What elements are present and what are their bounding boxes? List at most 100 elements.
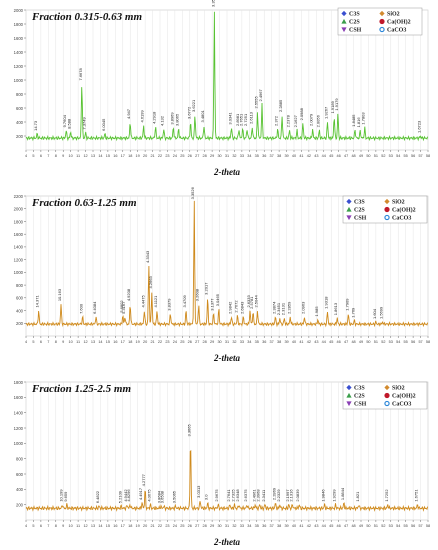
xrd-panel-fraction-063-125: 200 400 600 800 1000 1200 1400 1600 1800 2000 2200… [0, 186, 438, 366]
y-tick-label: 200 [16, 321, 24, 326]
y-tick-label: 1800 [14, 219, 24, 224]
x-tick-label: 9 [62, 340, 64, 344]
x-tick-label: 53 [389, 524, 393, 528]
peak-d-spacing-label: 2.7651 [239, 113, 244, 126]
peak-d-spacing-label: 2.6375 [243, 489, 248, 502]
legend-label: C3S [349, 12, 360, 18]
x-axis-label: 2-theta [213, 353, 240, 363]
x-tick-label: 5 [32, 340, 34, 344]
x-tick-label: 40 [292, 340, 296, 344]
peak-d-spacing-label: 6.0045 [101, 118, 106, 131]
x-tick-label: 49 [359, 154, 363, 158]
x-tick-label: 32 [232, 524, 236, 528]
legend-label: CSH [354, 216, 367, 222]
x-tick-label: 38 [277, 340, 281, 344]
peak-d-spacing-label: 1.8485 [351, 114, 356, 127]
x-tick-label: 6 [40, 340, 42, 344]
x-tick-label: 28 [203, 154, 207, 158]
x-tick-label: 12 [83, 340, 87, 344]
x-tick-label: 57 [418, 524, 422, 528]
legend-marker-c3s [346, 384, 352, 391]
x-tick-label: 56 [411, 340, 415, 344]
peak-d-spacing-label: 1.7252 [384, 489, 389, 502]
x-tick-label: 14 [98, 154, 102, 158]
x-tick-label: 13 [91, 154, 95, 158]
legend-marker-ca-oh-2 [379, 18, 385, 25]
x-tick-label: 29 [210, 154, 214, 158]
x-tick-label: 43 [314, 154, 318, 158]
x-tick-label: 24 [173, 340, 177, 344]
y-tick-label: 1000 [14, 270, 24, 275]
legend-label: CSH [354, 402, 367, 408]
peak-d-spacing-label: 2.6333 [246, 295, 251, 308]
x-tick-label: 48 [351, 154, 355, 158]
peak-d-spacing-label: 1.9318 [324, 296, 329, 309]
x-tick-label: 23 [165, 154, 169, 158]
peak-d-spacing-label: 2.3451 [276, 302, 281, 315]
x-tick-label: 49 [359, 340, 363, 344]
legend-label: CaCO3 [387, 28, 406, 34]
peak-d-spacing-label: 6.4822 [95, 490, 100, 503]
x-tick-label: 7 [47, 524, 49, 528]
xrd-pattern-line [25, 200, 428, 328]
x-tick-label: 57 [418, 154, 422, 158]
x-tick-label: 48 [351, 524, 355, 528]
x-tick-label: 20 [143, 340, 147, 344]
x-tick-label: 30 [217, 154, 221, 158]
panel-caption: Fraction 0.315-0.63 mm [31, 11, 142, 23]
peak-d-spacing-label: 1.9189 [330, 100, 335, 113]
x-tick-label: 24 [173, 154, 177, 158]
y-tick-label: 1600 [14, 36, 24, 41]
y-tick-label: 200 [16, 134, 24, 139]
peak-d-spacing-label: 2.4961 [251, 489, 256, 502]
x-tick-label: 5 [32, 524, 34, 528]
peak-d-spacing-label: 2.7641 [226, 489, 231, 502]
x-tick-label: 7 [47, 154, 49, 158]
peak-d-spacing-label: 2.1627 [293, 114, 298, 127]
y-tick-label: 1800 [14, 380, 24, 385]
peak-d-spacing-label: 3.0313 [196, 485, 201, 498]
peak-d-spacing-label: 1.985 [314, 306, 319, 317]
peak-d-spacing-label: 3.2017 [204, 282, 209, 295]
peak-d-spacing-label: 3.2608 [195, 288, 200, 301]
x-tick-label: 48 [351, 340, 355, 344]
legend-marker-csh [346, 401, 352, 407]
x-tick-label: 18 [128, 154, 132, 158]
legend-label: CSH [349, 28, 362, 34]
x-tick-label: 4 [25, 154, 27, 158]
peak-d-spacing-label: 3.8969 [169, 112, 174, 125]
peak-d-spacing-label: 4.2663 [148, 275, 153, 288]
peak-d-spacing-label: 6.4084 [92, 301, 97, 314]
peak-d-spacing-label: 2.3131 [280, 302, 285, 315]
y-tick-label: 1200 [14, 426, 24, 431]
peak-d-spacing-label: 1.6751 [414, 489, 419, 502]
peak-d-spacing-label: 2.5781 [249, 296, 254, 309]
peak-d-spacing-label: 1.7803 [361, 112, 366, 125]
y-tick-label: 1400 [14, 50, 24, 55]
peak-d-spacing-label: 2.8981 [235, 113, 240, 126]
x-tick-label: 41 [299, 524, 303, 528]
x-tick-label: 56 [411, 154, 415, 158]
peak-d-spacing-label: 3.1377 [210, 298, 215, 311]
x-tick-label: 52 [381, 524, 385, 528]
peak-d-spacing-label: 2.0963 [300, 301, 305, 314]
x-tick-label: 29 [210, 524, 214, 528]
x-tick-label: 16 [113, 340, 117, 344]
x-tick-label: 43 [314, 340, 318, 344]
x-tick-label: 32 [232, 340, 236, 344]
x-tick-label: 45 [329, 340, 333, 344]
peak-d-spacing-label: 1.8844 [340, 487, 345, 500]
x-tick-label: 16 [113, 154, 117, 158]
x-tick-label: 34 [247, 524, 251, 528]
x-tick-label: 22 [158, 154, 162, 158]
x-tick-label: 54 [396, 154, 400, 158]
peak-d-spacing-label: 8.588 [67, 118, 72, 129]
x-tick-label: 42 [307, 154, 311, 158]
x-tick-label: 46 [337, 524, 341, 528]
x-tick-label: 33 [240, 524, 244, 528]
peak-d-spacing-label: 2.9842 [227, 301, 232, 314]
x-tick-label: 13 [91, 524, 95, 528]
peak-d-spacing-label: 1.816 [356, 117, 361, 128]
